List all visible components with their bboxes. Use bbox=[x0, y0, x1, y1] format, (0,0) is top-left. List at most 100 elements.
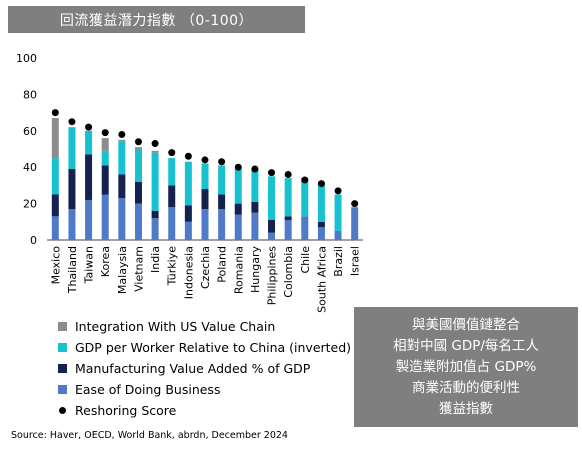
bar-segment bbox=[85, 154, 93, 200]
bar-segment bbox=[118, 198, 126, 240]
bar-segment bbox=[51, 216, 59, 240]
bar-segment bbox=[268, 232, 276, 240]
bar-segment bbox=[251, 169, 259, 202]
callout-line: 製造業附加值占 GDP% bbox=[395, 358, 537, 375]
y-tick-label: 20 bbox=[23, 198, 37, 211]
bar-segment bbox=[151, 152, 159, 211]
reshoring-score-point bbox=[268, 169, 276, 177]
bar-segment bbox=[201, 189, 209, 210]
legend-label: Reshoring Score bbox=[75, 403, 177, 418]
x-category-label: Brazil bbox=[332, 246, 345, 277]
x-category-label: Hungary bbox=[249, 246, 262, 293]
chart-legend: Integration With US Value Chain GDP per W… bbox=[58, 316, 351, 421]
callout-line: 與美國價值鏈整合 bbox=[412, 316, 520, 333]
x-category-label: Philippines bbox=[266, 246, 279, 306]
callout-box: 與美國價值鏈整合 相對中國 GDP/每名工人 製造業附加值占 GDP% 商業活動的便利… bbox=[354, 307, 578, 427]
bar-segment bbox=[101, 165, 109, 195]
bar-segment bbox=[234, 214, 242, 240]
x-category-label: Mexico bbox=[49, 246, 62, 285]
bar-segment bbox=[234, 169, 242, 204]
bar-segment bbox=[68, 169, 76, 210]
legend-label: Manufacturing Value Added % of GDP bbox=[75, 361, 311, 376]
bar-segment bbox=[218, 194, 226, 210]
bar-segment bbox=[234, 203, 242, 215]
legend-item: Reshoring Score bbox=[58, 400, 351, 421]
y-tick-label: 0 bbox=[30, 234, 37, 247]
bar-segment bbox=[85, 199, 93, 240]
legend-swatch bbox=[58, 364, 67, 373]
y-tick-label: 100 bbox=[16, 52, 37, 65]
bar-segment bbox=[134, 181, 142, 204]
y-tick-label: 40 bbox=[23, 161, 37, 174]
reshoring-score-point bbox=[151, 140, 159, 148]
bar-segment bbox=[51, 194, 59, 217]
bar-segment bbox=[51, 118, 59, 159]
bar-segment bbox=[184, 161, 192, 206]
x-category-label: Türkiye bbox=[166, 246, 179, 287]
bar-segment bbox=[101, 150, 109, 166]
x-category-label: Czechia bbox=[199, 246, 212, 289]
bar-segment bbox=[134, 149, 142, 182]
x-category-label: Malaysia bbox=[116, 246, 129, 294]
bar-segment bbox=[51, 158, 59, 195]
reshoring-score-point bbox=[234, 163, 242, 171]
reshoring-score-point bbox=[317, 180, 325, 188]
x-category-label: Korea bbox=[99, 246, 112, 277]
x-category-label: India bbox=[149, 246, 162, 273]
bar-segment bbox=[284, 178, 292, 217]
callout-line: 相對中國 GDP/每名工人 bbox=[393, 337, 539, 354]
x-category-label: Taiwan bbox=[83, 246, 96, 284]
source-note: Source: Haver, OECD, World Bank, abrdn, … bbox=[11, 430, 288, 441]
bar-segment bbox=[301, 178, 309, 217]
bar-segment bbox=[151, 150, 159, 153]
bar-segment bbox=[134, 203, 142, 240]
x-category-label: Colombia bbox=[282, 246, 295, 298]
reshoring-score-point bbox=[134, 138, 142, 146]
bar-segment bbox=[218, 165, 226, 195]
bar-segment bbox=[118, 174, 126, 199]
reshoring-score-point bbox=[334, 187, 342, 195]
legend-dot-marker bbox=[59, 407, 66, 414]
legend-item: Integration With US Value Chain bbox=[58, 316, 351, 337]
bar-segment bbox=[351, 207, 359, 240]
x-category-label: Thailand bbox=[66, 246, 79, 294]
bar-segment bbox=[68, 209, 76, 240]
legend-item: Manufacturing Value Added % of GDP bbox=[58, 358, 351, 379]
bar-segment bbox=[268, 219, 276, 233]
bar-segment bbox=[184, 205, 192, 222]
callout-line: 獲益指數 bbox=[439, 400, 493, 417]
bar-segment bbox=[151, 218, 159, 240]
bar-segment bbox=[101, 138, 109, 151]
legend-label: Ease of Doing Business bbox=[75, 382, 221, 397]
bar-segment bbox=[184, 221, 192, 240]
reshoring-score-point bbox=[284, 170, 292, 178]
legend-swatch bbox=[58, 385, 67, 394]
bar-segment bbox=[201, 209, 209, 240]
legend-label: Integration With US Value Chain bbox=[75, 319, 276, 334]
legend-swatch bbox=[58, 343, 67, 352]
x-category-label: Chile bbox=[299, 246, 312, 274]
x-category-label: South Africa bbox=[315, 246, 328, 313]
y-tick-label: 60 bbox=[23, 125, 37, 138]
x-category-label: Vietnam bbox=[132, 246, 145, 292]
reshoring-score-point bbox=[118, 130, 126, 138]
bar-segment bbox=[101, 194, 109, 240]
bar-segment bbox=[284, 216, 292, 220]
reshoring-score-point bbox=[251, 165, 259, 173]
legend-item: GDP per Worker Relative to China (invert… bbox=[58, 337, 351, 358]
legend-label: GDP per Worker Relative to China (invert… bbox=[75, 340, 352, 355]
legend-swatch bbox=[58, 322, 67, 331]
bar-segment bbox=[201, 163, 209, 190]
reshoring-score-point bbox=[101, 129, 109, 137]
bar-segment bbox=[251, 212, 259, 240]
x-category-label: Poland bbox=[216, 246, 229, 283]
reshoring-score-point bbox=[184, 152, 192, 160]
bar-segment bbox=[334, 230, 342, 240]
bar-segment bbox=[68, 127, 76, 170]
bar-segment bbox=[334, 194, 342, 231]
reshoring-score-point bbox=[218, 158, 226, 166]
chart-title: 回流獲益潛力指數 （0-100） bbox=[8, 6, 305, 33]
bar-segment bbox=[251, 201, 259, 213]
bar-segment bbox=[168, 207, 176, 240]
